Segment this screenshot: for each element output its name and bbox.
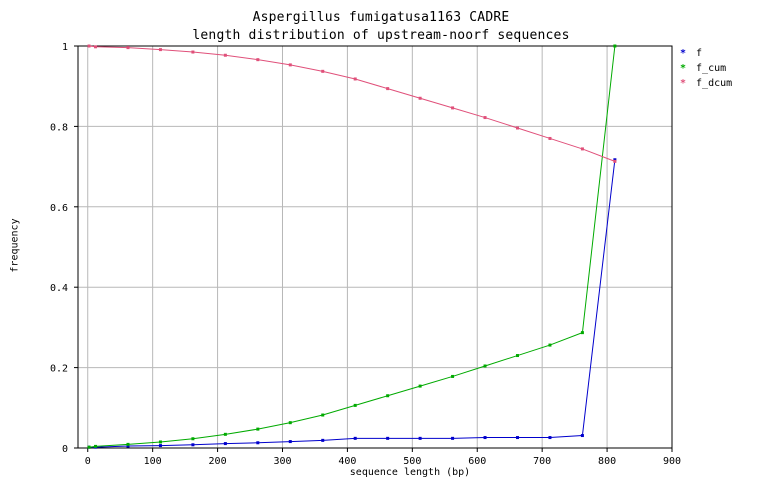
x-tick-label: 200	[209, 456, 227, 467]
data-point-f-cum	[87, 445, 91, 449]
data-point-f-dcum	[87, 44, 91, 48]
x-tick-label: 600	[468, 456, 486, 467]
data-point-f	[515, 436, 519, 440]
data-point-f	[191, 443, 195, 447]
data-point-f	[613, 158, 617, 162]
data-point-f-dcum	[288, 63, 292, 67]
data-point-f-cum	[321, 413, 325, 417]
data-point-f-cum	[223, 432, 227, 436]
data-point-f-dcum	[580, 147, 584, 151]
data-point-f-cum	[126, 442, 130, 446]
x-tick-label: 700	[533, 456, 551, 467]
data-point-f-dcum	[451, 106, 455, 110]
data-point-f	[353, 436, 357, 440]
data-point-f	[223, 442, 227, 446]
y-tick-label: 1	[62, 42, 68, 53]
data-point-f-cum	[288, 421, 292, 425]
data-point-f-cum	[256, 427, 260, 431]
x-tick-label: 300	[273, 456, 291, 467]
y-tick-label: 0	[62, 444, 68, 455]
data-point-f-cum	[353, 403, 357, 407]
x-axis-label: sequence length (bp)	[349, 467, 471, 478]
data-point-f-dcum	[483, 116, 487, 120]
data-point-f-dcum	[94, 45, 98, 49]
data-point-f	[483, 436, 487, 440]
series-line-f	[89, 159, 616, 448]
y-tick-label: 0.2	[50, 364, 68, 375]
x-tick-label: 0	[85, 456, 91, 467]
data-point-f-dcum	[223, 53, 227, 57]
data-point-f	[158, 444, 162, 448]
data-point-f-cum	[613, 44, 617, 48]
data-point-f-dcum	[515, 126, 519, 130]
legend-marker-f-dcum: *	[680, 78, 687, 89]
x-tick-label: 400	[338, 456, 356, 467]
legend-label-f: f	[696, 48, 703, 59]
data-point-f	[288, 440, 292, 444]
data-point-f-cum	[191, 437, 195, 441]
axes: 0 100 200 300 400 500 600 700 800 900 0 0.2 0.4 0.6 0.…	[50, 42, 681, 467]
series-lines	[87, 44, 617, 449]
data-point-f-cum	[548, 343, 552, 347]
y-tick-label: 0.8	[50, 122, 68, 133]
legend-marker-f-cum: *	[680, 63, 687, 74]
data-point-f-cum	[580, 331, 584, 335]
data-point-f-cum	[451, 374, 455, 378]
data-point-f-dcum	[613, 159, 617, 163]
chart-title: Aspergillus fumigatusa1163 CADRE	[252, 10, 510, 25]
y-tick-label: 0.6	[50, 203, 68, 214]
data-point-f-cum	[418, 384, 422, 388]
data-point-f	[321, 438, 325, 442]
data-point-f-dcum	[256, 58, 260, 62]
series-line-f-dcum	[88, 45, 616, 162]
data-point-f-dcum	[158, 48, 162, 52]
x-tick-label: 500	[403, 456, 421, 467]
data-point-f	[580, 434, 584, 438]
x-tick-label: 100	[144, 456, 162, 467]
data-point-f-dcum	[386, 87, 390, 91]
data-point-f-cum	[158, 440, 162, 444]
legend-label-f-dcum: f_dcum	[696, 78, 733, 89]
legend: * f * f_cum * f_dcum	[680, 46, 732, 91]
legend-label-f-cum: f_cum	[696, 63, 727, 74]
data-point-f-dcum	[321, 69, 325, 73]
data-point-f	[386, 436, 390, 440]
data-point-f-cum	[386, 394, 390, 398]
data-point-f-dcum	[418, 96, 422, 100]
data-point-f	[126, 444, 130, 448]
grid	[78, 46, 672, 448]
chart-subtitle: length distribution of upstream-noorf se…	[192, 28, 570, 43]
data-point-f-cum	[483, 364, 487, 368]
legend-item-f-dcum: * f_dcum	[680, 76, 732, 91]
data-point-f-dcum	[548, 136, 552, 140]
data-point-f-dcum	[353, 77, 357, 81]
plot-area-frame	[77, 45, 673, 449]
data-point-f-dcum	[126, 46, 130, 50]
data-point-f-cum	[515, 354, 519, 358]
x-tick-label: 900	[663, 456, 681, 467]
data-point-f	[548, 436, 552, 440]
series-line-f-cum	[88, 45, 616, 448]
legend-marker-f: *	[680, 48, 687, 59]
y-tick-label: 0.4	[50, 283, 68, 294]
legend-item-f-cum: * f_cum	[680, 61, 732, 76]
data-point-f	[418, 436, 422, 440]
data-point-f	[256, 441, 260, 445]
data-point-f-dcum	[191, 50, 195, 54]
legend-item-f: * f	[680, 46, 732, 61]
y-axis-label: frequency	[9, 218, 21, 273]
x-tick-label: 800	[598, 456, 616, 467]
data-point-f	[451, 436, 455, 440]
data-point-f-cum	[94, 444, 98, 448]
